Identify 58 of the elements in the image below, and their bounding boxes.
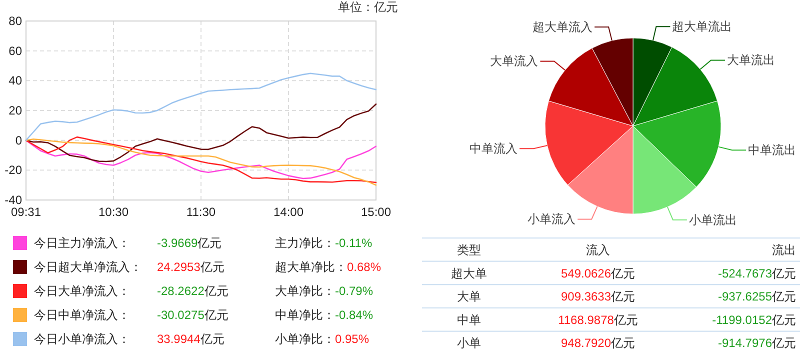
text: -937.6255亿元 (718, 290, 796, 304)
slice-label: 中单流入 (470, 142, 518, 156)
line-series (25, 103, 377, 162)
x-tick-label: 14:00 (273, 205, 304, 219)
text: 909.3633亿元 (560, 290, 636, 304)
slice-label: 超大单流出 (672, 20, 732, 34)
text: 流入 (586, 243, 610, 257)
x-tick-label: 09:31 (10, 205, 42, 219)
y-tick-label: 80 (8, 14, 22, 28)
y-tick-label: 20 (8, 104, 22, 118)
slice-label: 超大单流入 (532, 20, 593, 34)
slice-label: 小单流出 (688, 212, 737, 227)
slice-label: 大单流入 (490, 54, 538, 68)
y-tick-label: 40 (8, 74, 22, 88)
line-series (25, 72, 377, 141)
text: 1168.9878亿元 (558, 312, 638, 327)
text: -0.11% (335, 236, 372, 250)
text: -914.7976亿元 (718, 336, 796, 350)
slice-label: 小单流入 (528, 212, 576, 226)
text: 948.7920亿元 (560, 336, 636, 350)
text: 大单 (457, 290, 481, 304)
text: 24.2953亿元 (157, 260, 224, 274)
text: -524.7673亿元 (718, 266, 796, 280)
text: 小单 (457, 336, 481, 350)
x-tick-label: 10:30 (98, 205, 129, 219)
text: 中单 (457, 312, 481, 327)
y-tick-label: -20 (4, 163, 22, 178)
legend-label: 今日小单净流入： (34, 332, 130, 346)
text: 类型 (457, 243, 481, 257)
text: 549.0626亿元 (560, 266, 636, 280)
legend-label: 今日主力净流入： (34, 236, 130, 250)
text: 中单净比： (275, 308, 335, 322)
text: -1199.0152亿元 (712, 312, 796, 327)
legend-label: 今日超大单净流入： (34, 260, 142, 274)
text: 33.9944亿元 (157, 332, 224, 346)
text: -30.0275亿元 (157, 308, 228, 322)
slice-label: 大单流出 (726, 53, 775, 68)
text: -3.9669亿元 (157, 236, 222, 250)
x-tick-label: 15:00 (360, 205, 392, 219)
text: 流出 (772, 243, 796, 257)
y-tick-label: -40 (4, 193, 22, 207)
text: 0.95% (335, 332, 370, 346)
text: -0.79% (335, 284, 374, 298)
legend-label: 今日中单净流入： (34, 308, 130, 322)
y-tick-label: 60 (8, 44, 22, 58)
text: 小单净比： (275, 332, 335, 346)
text: -0.84% (335, 308, 374, 322)
text: 0.68% (347, 260, 382, 274)
text: 主力净比： (275, 236, 335, 250)
text: 超大单净比： (275, 260, 347, 274)
y-tick-label: 0 (15, 133, 22, 148)
legend-label: 今日大单净流入： (34, 284, 130, 298)
chart-title: 单位：亿元 (338, 0, 398, 14)
text: 超大单 (451, 266, 487, 280)
x-tick-label: 11:30 (186, 205, 216, 219)
text: 大单净比： (275, 284, 335, 298)
slice-label: 中单流出 (748, 143, 796, 158)
text: -28.2622亿元 (157, 284, 228, 298)
